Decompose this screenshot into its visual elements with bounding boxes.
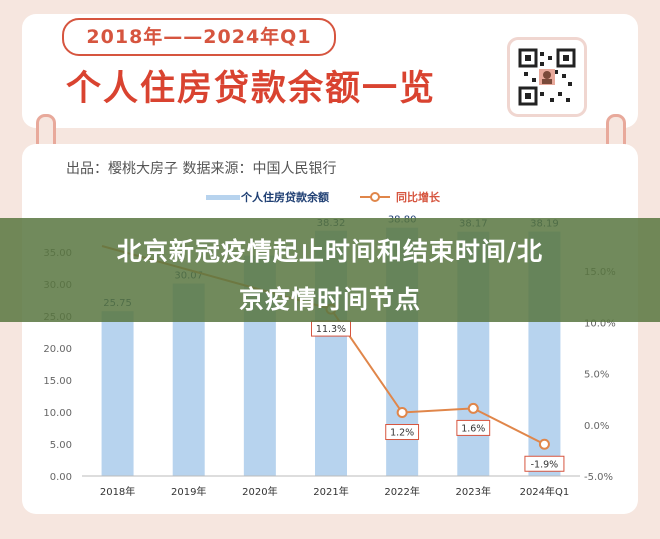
growth-value-label: -1.9% xyxy=(531,459,559,470)
growth-label-box xyxy=(456,419,491,436)
legend-bar-label: 个人住房贷款余额 xyxy=(241,191,329,204)
bar-legend-swatch-icon xyxy=(206,195,240,200)
y-left-tick-label: 10.00 xyxy=(43,408,72,419)
source-line: 出品：樱桃大房子 数据来源：中国人民银行 xyxy=(66,161,337,177)
x-tick-label: 2019年 xyxy=(171,485,206,498)
x-tick-label: 2018年 xyxy=(100,485,135,498)
date-range-badge: 2018年——2024年Q1 xyxy=(62,18,336,56)
x-tick-label: 2021年 xyxy=(313,485,348,498)
headline-line-1: 北京新冠疫情起止时间和结束时间/北 xyxy=(116,237,544,266)
y-right-tick-label: 5.0% xyxy=(584,370,609,381)
x-tick-label: 2024年Q1 xyxy=(520,485,570,498)
y-left-tick-label: 5.00 xyxy=(50,440,72,451)
bar xyxy=(101,311,134,476)
headline-line-2: 京疫情时间节点 xyxy=(238,285,421,314)
growth-label-box xyxy=(385,424,420,441)
y-right-tick-label: 10.0% xyxy=(584,318,616,329)
line-legend-swatch-icon xyxy=(360,192,390,202)
growth-point xyxy=(538,438,550,450)
growth-value-label: 1.2% xyxy=(390,428,414,439)
page-title: 个人住房贷款余额一览 xyxy=(66,69,437,109)
y-left-tick-label: 15.00 xyxy=(43,376,72,387)
x-tick-label: 2023年 xyxy=(456,485,491,498)
legend-line-label: 同比增长 xyxy=(396,191,440,204)
headline-banner xyxy=(0,218,660,322)
growth-line xyxy=(330,308,545,446)
growth-label-box xyxy=(524,455,565,472)
growth-point xyxy=(467,402,479,414)
x-tick-label: 2022年 xyxy=(384,485,419,498)
qr-code-icon xyxy=(510,40,584,114)
y-left-tick-label: 0.00 xyxy=(50,472,72,483)
growth-value-label: 1.6% xyxy=(461,423,485,434)
growth-value-label: 11.3% xyxy=(316,324,346,335)
y-right-tick-label: -5.0% xyxy=(584,472,613,483)
y-right-tick-label: 0.0% xyxy=(584,421,609,432)
growth-point xyxy=(396,407,408,419)
x-tick-label: 2020年 xyxy=(242,485,277,498)
y-left-tick-label: 20.00 xyxy=(43,344,72,355)
